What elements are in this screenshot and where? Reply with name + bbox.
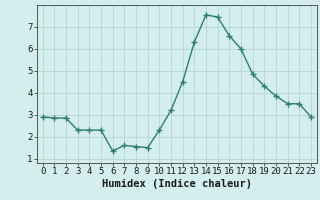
X-axis label: Humidex (Indice chaleur): Humidex (Indice chaleur)	[102, 179, 252, 189]
